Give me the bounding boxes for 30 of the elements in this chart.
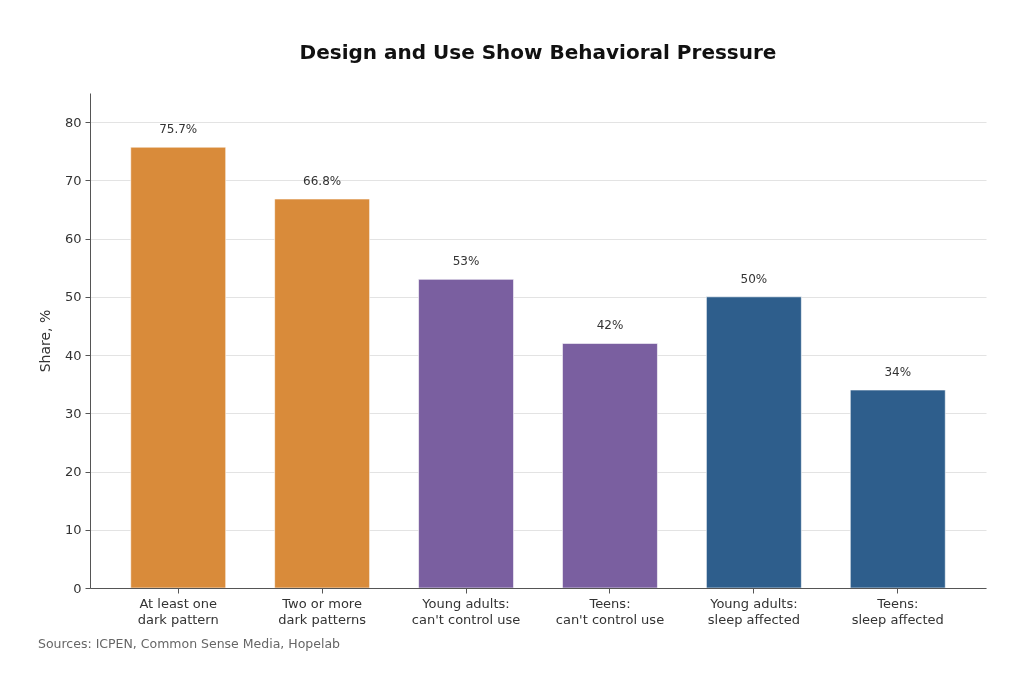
- y-tick-label: 50: [64, 289, 82, 305]
- bar: [849, 389, 946, 589]
- data-label: 42%: [596, 318, 624, 333]
- data-label: 75.7%: [159, 122, 198, 137]
- data-label: 53%: [452, 254, 480, 269]
- source-note: Sources: ICPEN, Common Sense Media, Hopelab: [38, 636, 341, 651]
- x-tick-label: At least one dark pattern: [137, 595, 219, 627]
- x-tick-label: Young adults: can't control use: [411, 595, 521, 627]
- bar: [130, 146, 227, 589]
- chart-title: Design and Use Show Behavioral Pressure: [299, 40, 777, 64]
- y-tick-label: 30: [64, 405, 82, 421]
- bar: [561, 342, 658, 589]
- data-label: 34%: [884, 365, 912, 379]
- y-tick-label: 80: [64, 114, 82, 130]
- y-tick-label: 20: [64, 464, 82, 480]
- y-tick-label: 0: [73, 580, 82, 596]
- bar: [418, 278, 515, 589]
- y-axis-title: Share, %: [36, 309, 53, 373]
- y-tick-label: 70: [64, 172, 82, 188]
- x-tick-label: Young adults: sleep affected: [707, 595, 800, 627]
- data-label: 66.8%: [303, 173, 342, 188]
- x-tick-label: Teens: sleep affected: [851, 595, 944, 627]
- y-tick-label: 10: [64, 522, 82, 538]
- y-tick-label: 60: [64, 231, 82, 247]
- y-tick-label: 40: [64, 347, 82, 363]
- x-tick-label: Teens: can't control use: [555, 595, 665, 627]
- bar: [705, 296, 802, 589]
- data-label: 50%: [740, 271, 768, 286]
- x-tick-label: Two or more dark patterns: [278, 595, 367, 627]
- bar: [274, 198, 371, 589]
